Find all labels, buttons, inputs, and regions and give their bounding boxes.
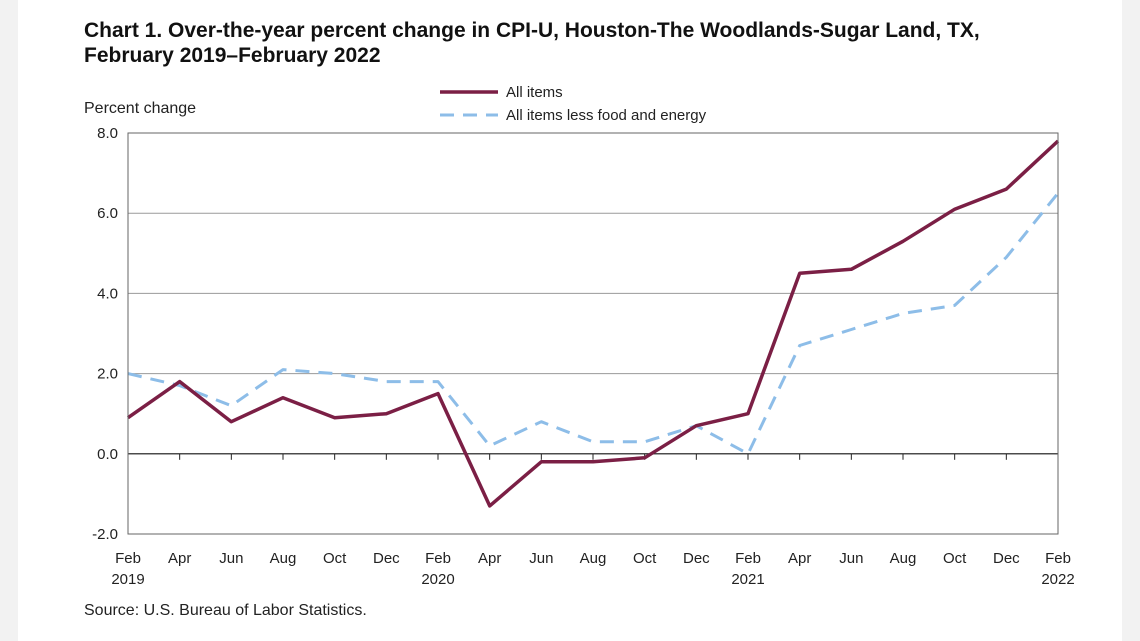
x-tick-label-month: Feb [115,550,141,567]
x-tick-label-year: 2022 [1041,571,1074,588]
legend: All items All items less food and energy [440,84,707,124]
x-tick-label-year: 2019 [111,571,144,588]
x-tick-label-month: Aug [580,550,607,567]
chart-title-line-2: February 2019–February 2022 [84,44,381,67]
x-tick-label-year: 2020 [421,571,454,588]
y-tick-label: 2.0 [97,366,118,383]
y-axis-label: Percent change [84,100,196,117]
legend-label: All items [506,84,563,101]
y-tick-label: 0.0 [97,446,118,463]
x-tick-label-month: Feb [425,550,451,567]
y-tick-label: 6.0 [97,205,118,222]
x-tick-label-month: Aug [270,550,297,567]
x-tick-label-month: Jun [529,550,553,567]
y-tick-label: -2.0 [92,526,118,543]
x-tick-label-month: Dec [993,550,1020,567]
right-frame-bar [1122,0,1140,641]
y-tick-label: 4.0 [97,285,118,302]
x-tick-label-year: 2021 [731,571,764,588]
x-tick-label-month: Oct [633,550,657,567]
legend-label: All items less food and energy [506,107,707,124]
series-line-all-items [126,139,1060,508]
x-tick-label-month: Oct [323,550,347,567]
y-tick-label: 8.0 [97,125,118,142]
series-lines [126,139,1060,508]
x-tick-label-month: Feb [735,550,761,567]
x-tick-label-month: Apr [788,550,811,567]
left-frame-bar [0,0,18,641]
x-tick-label-month: Feb [1045,550,1071,567]
gridlines [128,132,1058,535]
x-tick-label-month: Apr [478,550,501,567]
chart-title: Chart 1. Over-the-year percent change in… [84,18,1124,68]
x-tick-label-month: Jun [839,550,863,567]
chart-title-line-1: Chart 1. Over-the-year percent change in… [84,19,980,42]
source-note: Source: U.S. Bureau of Labor Statistics. [84,602,367,619]
x-tick-label-month: Aug [890,550,917,567]
x-tick-label-month: Apr [168,550,191,567]
x-tick-label-month: Dec [373,550,400,567]
x-tick-label-month: Dec [683,550,710,567]
y-axis-ticks: 8.0 6.0 4.0 2.0 0.0 -2.0 [92,125,118,543]
x-tick-label-month: Oct [943,550,967,567]
plot-area-frame [127,132,1059,535]
x-tick-label-month: Jun [219,550,243,567]
x-axis-ticks: Feb 2019 Apr Jun Aug Oct Dec Feb 2020 Apr Jun Aug Oc… [111,453,1075,588]
